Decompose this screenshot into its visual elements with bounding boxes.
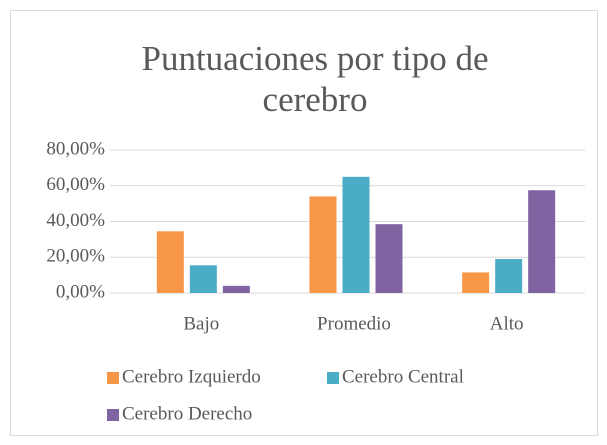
bar xyxy=(189,265,217,293)
y-tick-label: 60,00% xyxy=(46,174,105,195)
x-tick-label: Bajo xyxy=(183,313,219,334)
y-tick-label: 20,00% xyxy=(46,246,105,267)
legend-label: Cerebro Izquierdo xyxy=(122,366,261,387)
bar xyxy=(462,272,490,293)
x-tick-label: Promedio xyxy=(317,313,391,334)
legend-label: Cerebro Derecho xyxy=(122,403,252,424)
chart-border xyxy=(10,10,598,436)
bar xyxy=(495,259,523,293)
chart-title: cerebro xyxy=(263,80,368,119)
bar xyxy=(309,196,337,293)
chart-title: Puntuaciones por tipo de xyxy=(141,39,488,78)
bar xyxy=(342,176,370,293)
y-tick-label: 0,00% xyxy=(56,281,105,302)
legend-swatch xyxy=(107,372,119,384)
legend-label: Cerebro Central xyxy=(342,366,464,387)
bar xyxy=(222,285,250,293)
legend-swatch xyxy=(327,372,339,384)
bar xyxy=(528,190,556,293)
y-tick-label: 80,00% xyxy=(46,138,105,159)
y-tick-label: 40,00% xyxy=(46,210,105,231)
bar xyxy=(375,224,403,293)
bar xyxy=(156,231,184,293)
x-tick-label: Alto xyxy=(490,313,524,334)
legend-swatch xyxy=(107,409,119,421)
